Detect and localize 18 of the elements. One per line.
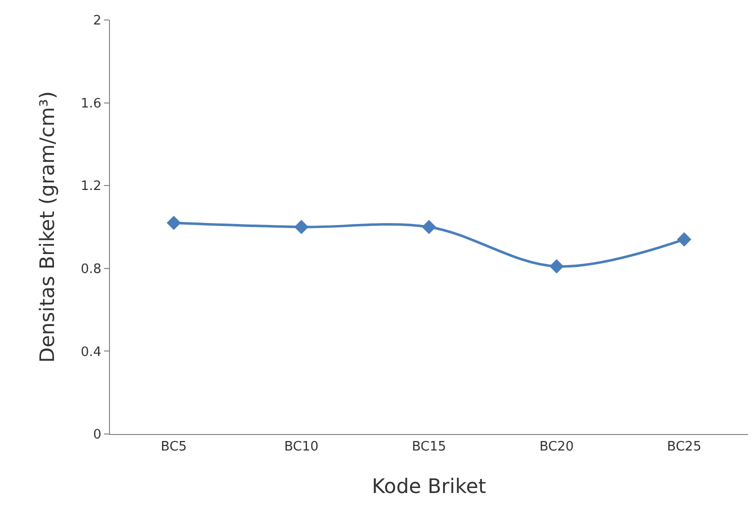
point bbox=[549, 259, 564, 274]
y-tick-label: 0.8 bbox=[80, 262, 102, 277]
y-tick-label: 1.6 bbox=[80, 96, 102, 112]
point bbox=[677, 232, 692, 247]
point bbox=[294, 220, 309, 234]
x-tick-label: BC5 bbox=[160, 440, 187, 455]
point bbox=[166, 216, 181, 230]
x-tick-label: BC15 bbox=[412, 440, 446, 455]
x-axis-title: Kode Briket bbox=[372, 474, 486, 498]
y-tick-label: 0.4 bbox=[80, 344, 102, 360]
y-tick-label: 1.2 bbox=[80, 179, 102, 194]
x-tick-label: BC25 bbox=[667, 440, 702, 455]
y-tick-label: 2 bbox=[93, 14, 102, 29]
point bbox=[422, 220, 436, 234]
x-tick-label: BC20 bbox=[539, 440, 574, 455]
y-tick-label: 0 bbox=[93, 428, 102, 443]
x-tick-label: BC10 bbox=[284, 440, 319, 455]
y-axis-title: Densitas Briket (gram/cm³) bbox=[35, 91, 60, 363]
